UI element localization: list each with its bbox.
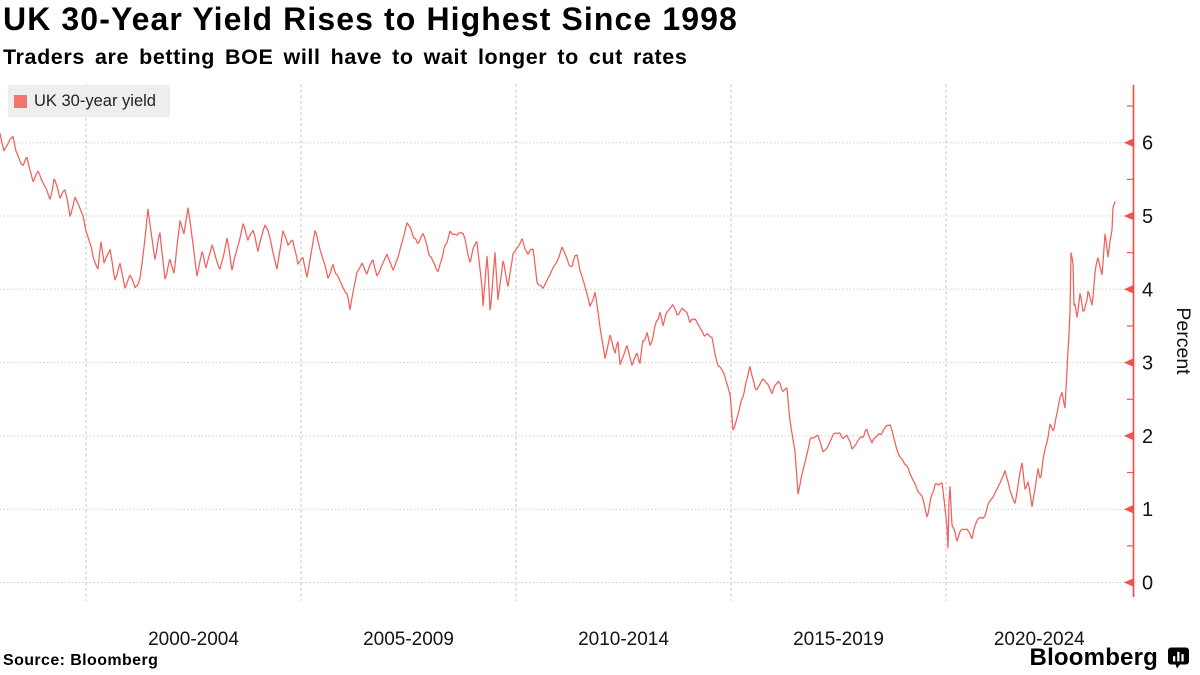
x-axis-label: 2020-2024 xyxy=(994,629,1085,650)
bloomberg-chart-bubble-icon xyxy=(1168,647,1189,669)
y-axis-major-tick-arrow-icon xyxy=(1124,504,1134,514)
y-axis-major-tick-arrow-icon xyxy=(1124,211,1134,221)
legend-swatch-icon xyxy=(14,94,27,108)
source-note: Source: Bloomberg xyxy=(3,652,159,669)
y-axis-tick-label: 3 xyxy=(1142,353,1153,375)
x-axis-label: 2015-2019 xyxy=(793,629,884,650)
bloomberg-wordmark: Bloomberg xyxy=(1029,644,1158,671)
y-axis-tick-label: 5 xyxy=(1142,206,1153,228)
y-axis-major-tick-arrow-icon xyxy=(1124,358,1134,367)
y-axis-title: Percent xyxy=(1172,307,1194,375)
page-subtitle: Traders are betting BOE will have to wai… xyxy=(3,45,688,69)
page-title: UK 30-Year Yield Rises to Highest Since … xyxy=(3,1,738,37)
y-axis-tick-label: 2 xyxy=(1142,426,1153,448)
y-axis-major-tick-arrow-icon xyxy=(1124,578,1134,587)
legend-label: UK 30-year yield xyxy=(34,91,156,110)
y-axis-major-tick-arrow-icon xyxy=(1124,431,1134,441)
y-axis-tick-label: 6 xyxy=(1142,133,1153,155)
yield-line xyxy=(0,132,1116,549)
y-axis-major-tick-arrow-icon xyxy=(1124,138,1134,147)
y-axis-tick-label: 4 xyxy=(1142,279,1153,301)
y-axis-major-tick-arrow-icon xyxy=(1124,285,1134,294)
y-axis-tick-label: 0 xyxy=(1142,573,1153,595)
y-axis-tick-label: 1 xyxy=(1142,499,1153,521)
x-axis-label: 2010-2014 xyxy=(578,629,669,650)
x-axis-label: 2005-2009 xyxy=(363,629,454,650)
bloomberg-logo: Bloomberg xyxy=(1030,644,1190,672)
legend: UK 30-year yield xyxy=(8,85,170,117)
x-axis-label: 2000-2004 xyxy=(148,629,239,650)
